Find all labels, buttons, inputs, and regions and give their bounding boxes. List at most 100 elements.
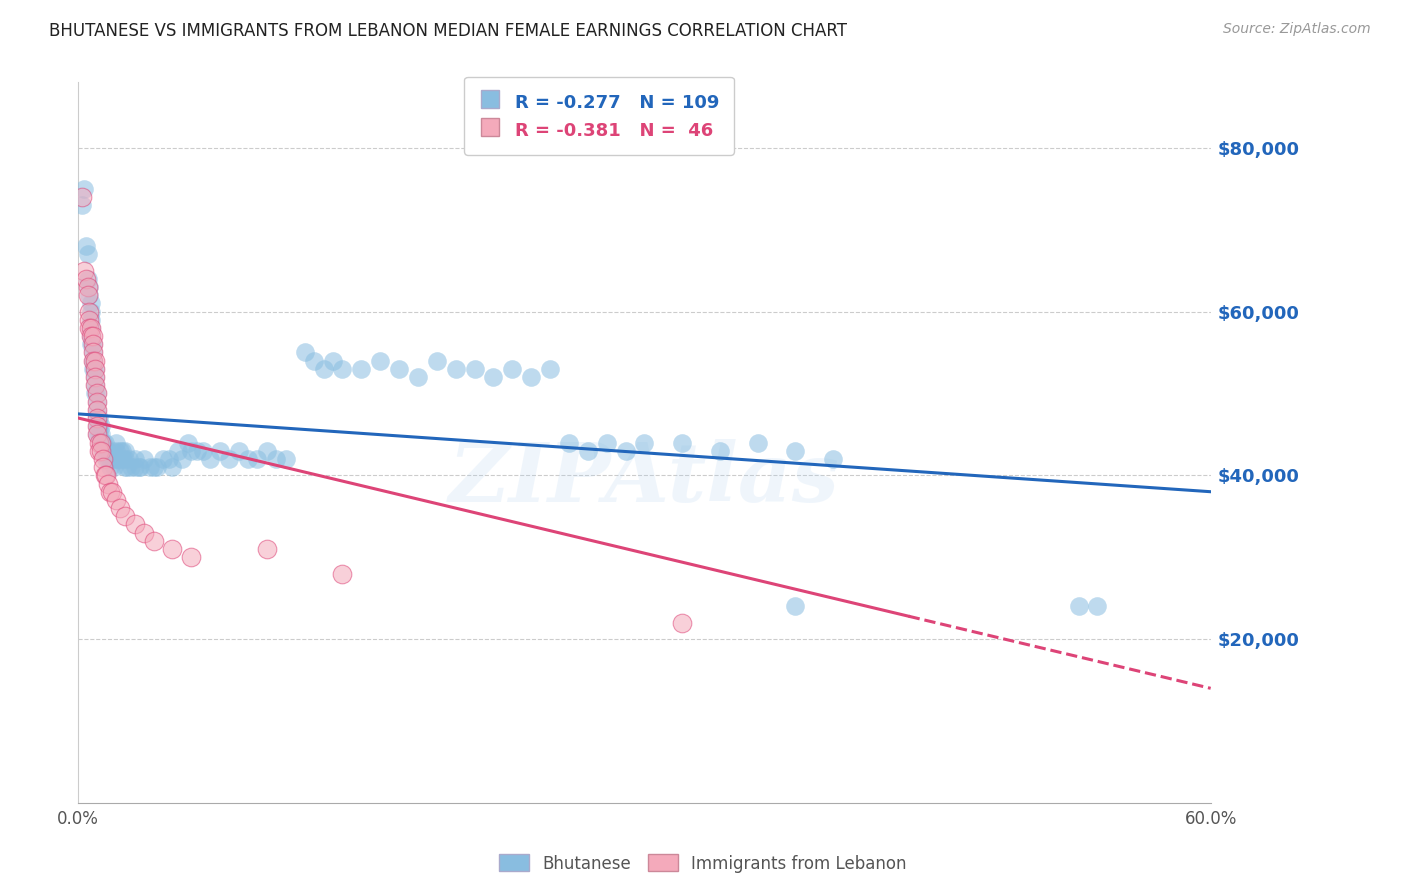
Point bbox=[520, 370, 543, 384]
Point bbox=[101, 484, 124, 499]
Point bbox=[91, 460, 114, 475]
Point bbox=[274, 452, 297, 467]
Point bbox=[98, 452, 121, 467]
Point bbox=[75, 271, 97, 285]
Point bbox=[104, 435, 127, 450]
Point bbox=[482, 370, 505, 384]
Point bbox=[368, 353, 391, 368]
Point bbox=[463, 362, 485, 376]
Point bbox=[86, 394, 108, 409]
Point bbox=[82, 353, 104, 368]
Point bbox=[110, 443, 132, 458]
Point bbox=[70, 198, 93, 212]
Point bbox=[538, 362, 561, 376]
Point bbox=[96, 468, 118, 483]
Point bbox=[1067, 599, 1090, 614]
Point bbox=[108, 443, 131, 458]
Text: Source: ZipAtlas.com: Source: ZipAtlas.com bbox=[1223, 22, 1371, 37]
Point bbox=[84, 378, 107, 392]
Point bbox=[87, 419, 110, 434]
Point bbox=[114, 460, 136, 475]
Point bbox=[87, 435, 110, 450]
Point bbox=[633, 435, 655, 450]
Point bbox=[91, 452, 114, 467]
Point bbox=[96, 443, 118, 458]
Point bbox=[86, 394, 108, 409]
Point bbox=[79, 321, 101, 335]
Point bbox=[76, 280, 98, 294]
Point bbox=[82, 329, 104, 343]
Point bbox=[93, 435, 115, 450]
Point bbox=[86, 386, 108, 401]
Legend: Bhutanese, Immigrants from Lebanon: Bhutanese, Immigrants from Lebanon bbox=[492, 847, 914, 880]
Point bbox=[218, 452, 240, 467]
Point bbox=[70, 190, 93, 204]
Point bbox=[114, 443, 136, 458]
Point bbox=[134, 525, 156, 540]
Point bbox=[139, 460, 162, 475]
Point bbox=[142, 533, 165, 548]
Point bbox=[302, 353, 325, 368]
Point bbox=[576, 443, 599, 458]
Point bbox=[747, 435, 769, 450]
Text: BHUTANESE VS IMMIGRANTS FROM LEBANON MEDIAN FEMALE EARNINGS CORRELATION CHART: BHUTANESE VS IMMIGRANTS FROM LEBANON MED… bbox=[49, 22, 848, 40]
Point bbox=[785, 599, 807, 614]
Text: ZIPAtlas: ZIPAtlas bbox=[449, 439, 839, 518]
Point bbox=[228, 443, 250, 458]
Point bbox=[266, 452, 288, 467]
Point bbox=[79, 312, 101, 326]
Point bbox=[90, 435, 112, 450]
Point bbox=[82, 353, 104, 368]
Point bbox=[93, 468, 115, 483]
Point bbox=[120, 460, 142, 475]
Point bbox=[444, 362, 467, 376]
Point bbox=[80, 329, 103, 343]
Point bbox=[82, 362, 104, 376]
Point bbox=[96, 452, 118, 467]
Point bbox=[76, 271, 98, 285]
Point bbox=[91, 443, 114, 458]
Point bbox=[108, 501, 131, 516]
Point bbox=[84, 362, 107, 376]
Point bbox=[350, 362, 373, 376]
Point bbox=[426, 353, 449, 368]
Point bbox=[614, 443, 637, 458]
Point bbox=[75, 239, 97, 253]
Point bbox=[176, 435, 198, 450]
Point bbox=[558, 435, 581, 450]
Point bbox=[294, 345, 316, 359]
Point bbox=[322, 353, 344, 368]
Point bbox=[73, 263, 96, 277]
Point bbox=[91, 435, 114, 450]
Point bbox=[107, 452, 129, 467]
Point bbox=[671, 435, 693, 450]
Point bbox=[312, 362, 335, 376]
Point bbox=[256, 443, 278, 458]
Point bbox=[84, 362, 107, 376]
Point bbox=[152, 452, 174, 467]
Point bbox=[101, 443, 124, 458]
Point bbox=[388, 362, 411, 376]
Point bbox=[86, 427, 108, 442]
Point bbox=[124, 460, 146, 475]
Point bbox=[167, 443, 190, 458]
Point bbox=[191, 443, 214, 458]
Point bbox=[162, 542, 184, 557]
Point bbox=[180, 550, 202, 565]
Point bbox=[501, 362, 523, 376]
Point bbox=[256, 542, 278, 557]
Point bbox=[86, 411, 108, 425]
Point bbox=[104, 452, 127, 467]
Point bbox=[84, 378, 107, 392]
Point bbox=[87, 411, 110, 425]
Point bbox=[79, 304, 101, 318]
Point bbox=[87, 427, 110, 442]
Point bbox=[87, 443, 110, 458]
Point bbox=[84, 386, 107, 401]
Point bbox=[103, 460, 125, 475]
Point bbox=[90, 419, 112, 434]
Point bbox=[97, 452, 120, 467]
Point bbox=[73, 181, 96, 195]
Point bbox=[332, 566, 354, 581]
Point bbox=[709, 443, 731, 458]
